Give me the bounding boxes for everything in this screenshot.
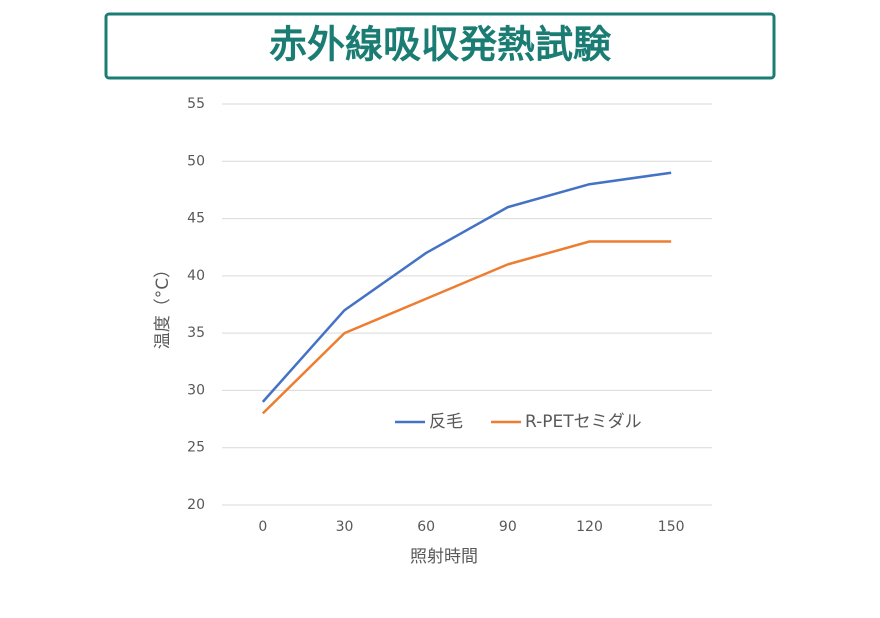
x-tick-label: 30: [336, 519, 354, 535]
x-tick-label: 90: [499, 519, 517, 535]
chart-title: 赤外線吸収発熱試験: [269, 23, 612, 67]
y-tick-label: 55: [187, 96, 205, 112]
legend-label: R-PETセミダル: [525, 412, 642, 432]
title-box: [104, 12, 776, 80]
y-tick-label: 40: [187, 268, 205, 284]
line: [261, 240, 672, 415]
y-tick-label: 30: [187, 382, 205, 398]
x-tick-label: 150: [658, 519, 685, 535]
y-tick-label: 20: [187, 497, 205, 513]
y-tick-label: 25: [187, 440, 205, 456]
legend-label: 反毛: [429, 412, 463, 432]
x-tick-label: 60: [417, 519, 435, 535]
line: [261, 171, 672, 403]
y-tick-label: 35: [187, 325, 205, 341]
x-tick-label: 120: [576, 519, 603, 535]
y-axis-label: 温度（°C）: [153, 261, 173, 349]
y-tick-label: 50: [187, 153, 205, 169]
y-tick-label: 45: [187, 211, 205, 227]
x-tick-label: 0: [258, 519, 267, 535]
x-axis-label: 照射時間: [410, 547, 478, 567]
